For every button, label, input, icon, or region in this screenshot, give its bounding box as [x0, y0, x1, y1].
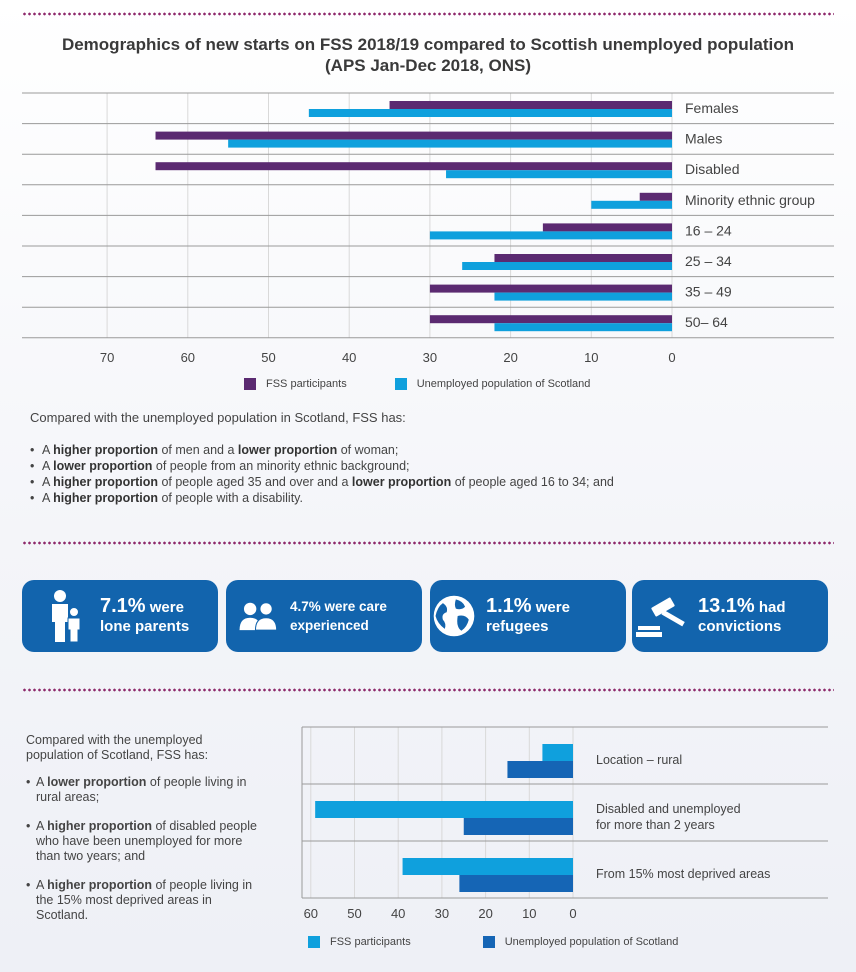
x-tick-label: 40: [342, 350, 356, 365]
category-label: Females: [685, 100, 739, 116]
stat-card-lone-parents: 7.1% were lone parents: [22, 580, 218, 652]
stat-card-convictions: 13.1% had convictions: [632, 580, 828, 652]
bar: [446, 170, 672, 179]
bar: [542, 744, 573, 761]
bar: [463, 818, 573, 835]
summary-item: A lower proportion of people from an min…: [30, 458, 614, 474]
bar: [389, 101, 672, 109]
category-label: Disabled and unemployed: [596, 802, 741, 816]
summary-item: A higher proportion of men and a lower p…: [30, 442, 614, 458]
category-label: Males: [685, 131, 722, 147]
legend-swatch-fss: [244, 378, 256, 390]
category-label: 25 – 34: [685, 253, 732, 269]
chart1-legend: FSS participants Unemployed population o…: [244, 378, 590, 390]
summary-intro: Compared with the unemployed population …: [30, 410, 406, 425]
bar: [402, 858, 573, 875]
rural-summary: Compared with the unemployed population …: [26, 733, 261, 937]
x-tick-label: 60: [181, 350, 195, 365]
x-tick-label: 40: [391, 906, 405, 921]
gavel-icon: [636, 597, 685, 637]
stat-card-refugees: 1.1% were refugees: [430, 580, 626, 652]
bar: [228, 139, 672, 148]
summary-list: A higher proportion of men and a lower p…: [30, 442, 614, 506]
category-label: Location – rural: [596, 753, 682, 767]
category-label: 35 – 49: [685, 284, 732, 300]
bar: [462, 262, 672, 270]
x-tick-label: 20: [503, 350, 517, 365]
bar: [639, 192, 672, 201]
divider-bottom: [22, 688, 834, 692]
parent-child-icon: [52, 590, 81, 643]
legend-label-fss: FSS participants: [330, 936, 411, 948]
bar: [494, 323, 672, 332]
category-label: Disabled: [685, 161, 739, 177]
summary-item: A higher proportion of people with a dis…: [30, 490, 614, 506]
x-tick-label: 70: [100, 350, 114, 365]
rural-summary-item: A lower proportion of people living in r…: [26, 775, 261, 805]
summary-item: A higher proportion of people aged 35 an…: [30, 474, 614, 490]
bar: [494, 254, 672, 262]
demographics-chart: 70 60 50 40 30 20 10 0 Females Males Disabled Minor…: [22, 92, 834, 365]
x-tick-label: 10: [584, 350, 598, 365]
rural-summary-item: A higher proportion of disabled people w…: [26, 819, 261, 864]
category-label: From 15% most deprived areas: [596, 867, 770, 881]
x-tick-label: 20: [478, 906, 492, 921]
category-label: for more than 2 years: [596, 818, 715, 832]
bar: [507, 761, 573, 778]
legend-label-unemployed: Unemployed population of Scotland: [504, 936, 679, 948]
x-tick-label: 0: [569, 906, 576, 921]
chart2-legend: FSS participants Unemployed population o…: [308, 936, 678, 948]
divider-top: [22, 12, 834, 16]
bar: [591, 200, 672, 209]
legend-swatch-unemployed: [394, 378, 407, 390]
bar: [155, 131, 672, 140]
legend-swatch-fss: [308, 936, 320, 948]
x-tick-label: 30: [435, 906, 449, 921]
divider-middle: [22, 541, 834, 545]
legend-swatch-unemployed: [482, 936, 495, 948]
x-tick-label: 30: [423, 350, 437, 365]
bar: [429, 315, 672, 324]
legend-label-unemployed: Unemployed population of Scotland: [416, 378, 591, 390]
bar: [308, 109, 672, 117]
bar: [542, 223, 672, 232]
bar: [155, 162, 672, 171]
category-label: 50– 64: [685, 314, 728, 330]
legend-label-fss: FSS participants: [266, 378, 347, 390]
bar: [429, 284, 672, 293]
chart-title: Demographics of new starts on FSS 2018/1…: [61, 35, 795, 75]
people-icon: [239, 602, 278, 631]
deprivation-chart: 60 50 40 30 20 10 0 Location – rural Disabled an…: [301, 726, 828, 921]
x-tick-label: 50: [261, 350, 275, 365]
bar: [494, 292, 672, 301]
category-label: 16 – 24: [685, 222, 732, 238]
x-tick-label: 0: [668, 350, 675, 365]
bar: [459, 875, 573, 892]
globe-icon: [433, 595, 475, 637]
x-tick-label: 50: [347, 906, 361, 921]
bar: [429, 231, 672, 240]
x-tick-label: 10: [522, 906, 536, 921]
x-tick-label: 60: [304, 906, 318, 921]
stat-card-care-experienced: 4.7% were care experienced: [226, 580, 422, 652]
category-label: Minority ethnic group: [685, 192, 815, 208]
bar: [315, 801, 573, 818]
rural-summary-item: A higher proportion of people living in …: [26, 878, 261, 923]
